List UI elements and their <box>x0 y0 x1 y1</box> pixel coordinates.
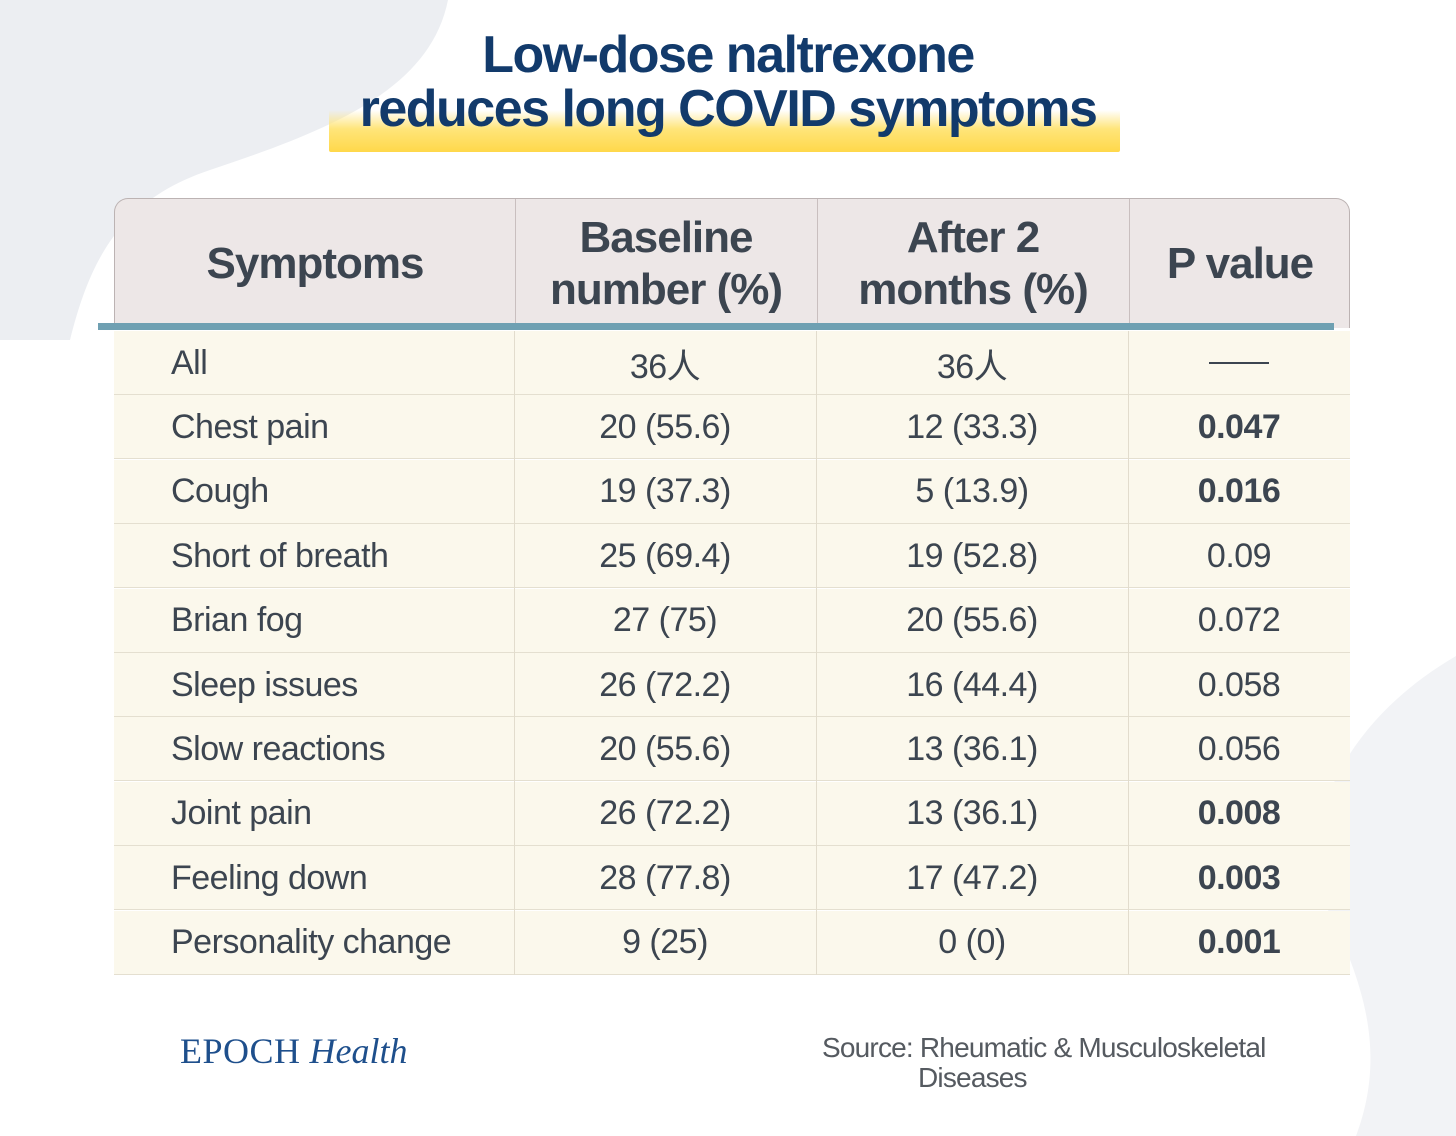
baseline-cell: 36人 <box>629 347 701 386</box>
header-p-value-text: P value <box>1166 239 1314 288</box>
after-cell: 16 (44.4) <box>906 665 1038 704</box>
title-highlight <box>329 110 1120 152</box>
after-cell: 19 (52.8) <box>906 536 1038 575</box>
baseline-cell: 27 (75) <box>612 601 718 640</box>
column-divider <box>1128 331 1129 975</box>
table-row: Slow reactions 20 (55.6) 13 (36.1) 0.056 <box>114 717 1350 782</box>
table-row: All 36人 36人 <box>114 331 1350 395</box>
p-value-cell: 0.072 <box>1197 601 1281 640</box>
after-cell: 0 (0) <box>938 923 1006 962</box>
after-cell: 13 (36.1) <box>906 794 1038 833</box>
table-row: Brian fog 27 (75) 20 (55.6) 0.072 <box>114 588 1350 653</box>
header-p-value: P value <box>1129 199 1351 329</box>
symptom-cell: Chest pain <box>171 407 329 446</box>
header-after: After 2 months (%) <box>817 199 1129 329</box>
table-row: Personality change 9 (25) 0 (0) 0.001 <box>114 910 1350 975</box>
baseline-cell: 20 (55.6) <box>599 729 731 768</box>
page-title: Low-dose naltrexone reduces long COVID s… <box>0 28 1456 136</box>
epoch-health-logo: EPOCH Health <box>180 1030 408 1072</box>
symptom-cell: All <box>171 343 208 382</box>
column-divider <box>816 331 817 975</box>
table-header: Symptoms Baseline number (%) After 2 mon… <box>114 198 1351 329</box>
symptom-cell: Short of breath <box>171 536 389 575</box>
source-note: Source: Rheumatic & Musculoskeletal Dise… <box>822 1033 1292 1093</box>
symptom-cell: Slow reactions <box>171 729 386 768</box>
after-cell: 5 (13.9) <box>915 472 1029 511</box>
header-rule <box>98 323 1334 330</box>
after-cell: 17 (47.2) <box>906 858 1038 897</box>
p-value-cell: 0.056 <box>1197 729 1281 768</box>
title-line-1: Low-dose naltrexone <box>482 26 975 84</box>
table-row: Sleep issues 26 (72.2) 16 (44.4) 0.058 <box>114 653 1350 717</box>
symptom-cell: Brian fog <box>171 601 303 640</box>
source-line-2: Diseases <box>918 1062 1028 1093</box>
header-after-line2: months (%) <box>858 265 1089 314</box>
table-row: Joint pain 26 (72.2) 13 (36.1) 0.008 <box>114 781 1350 846</box>
p-value-cell: 0.016 <box>1197 472 1281 511</box>
header-baseline-line2: number (%) <box>550 265 783 314</box>
symptom-cell: Personality change <box>171 923 452 962</box>
symptom-cell: Cough <box>171 472 269 511</box>
header-divider <box>1129 199 1130 329</box>
baseline-cell: 26 (72.2) <box>599 794 731 833</box>
baseline-cell: 19 (37.3) <box>599 472 731 511</box>
p-value-cell: 0.008 <box>1197 794 1281 833</box>
after-cell: 13 (36.1) <box>906 729 1038 768</box>
title-line-2: reduces long COVID symptoms <box>359 80 1098 138</box>
baseline-cell: 28 (77.8) <box>599 858 731 897</box>
baseline-cell: 9 (25) <box>622 923 708 962</box>
table-row: Cough 19 (37.3) 5 (13.9) 0.016 <box>114 459 1350 524</box>
header-baseline-line1: Baseline <box>579 213 754 262</box>
baseline-cell: 25 (69.4) <box>599 536 731 575</box>
table-row: Short of breath 25 (69.4) 19 (52.8) 0.09 <box>114 524 1350 589</box>
logo-health: Health <box>309 1031 408 1071</box>
header-after-line1: After 2 <box>906 213 1040 262</box>
table-row: Chest pain 20 (55.6) 12 (33.3) 0.047 <box>114 395 1350 460</box>
symptom-cell: Feeling down <box>171 858 368 897</box>
logo-epoch: EPOCH <box>180 1031 301 1071</box>
after-cell: 20 (55.6) <box>906 601 1038 640</box>
baseline-cell: 20 (55.6) <box>599 407 731 446</box>
symptoms-table: Symptoms Baseline number (%) After 2 mon… <box>114 198 1350 975</box>
p-value-cell: 0.058 <box>1197 665 1281 704</box>
symptom-cell: Joint pain <box>171 794 312 833</box>
baseline-cell: 26 (72.2) <box>599 665 731 704</box>
p-value-cell: 0.09 <box>1206 536 1272 575</box>
p-value-cell: 0.047 <box>1197 407 1281 446</box>
p-value-cell: 0.003 <box>1197 858 1281 897</box>
header-symptoms-text: Symptoms <box>206 239 425 288</box>
column-divider <box>514 331 515 975</box>
p-value-cell <box>1128 331 1350 395</box>
after-cell: 12 (33.3) <box>906 407 1038 446</box>
header-divider <box>817 199 818 329</box>
after-cell: 36人 <box>936 347 1008 386</box>
dash-mark <box>1209 362 1269 364</box>
source-line-1: Source: Rheumatic & Musculoskeletal <box>822 1032 1266 1063</box>
symptom-cell: Sleep issues <box>171 665 358 704</box>
header-symptoms: Symptoms <box>115 199 515 329</box>
header-divider <box>515 199 516 329</box>
header-baseline: Baseline number (%) <box>515 199 817 329</box>
p-value-cell: 0.001 <box>1197 923 1281 962</box>
table-row: Feeling down 28 (77.8) 17 (47.2) 0.003 <box>114 846 1350 911</box>
